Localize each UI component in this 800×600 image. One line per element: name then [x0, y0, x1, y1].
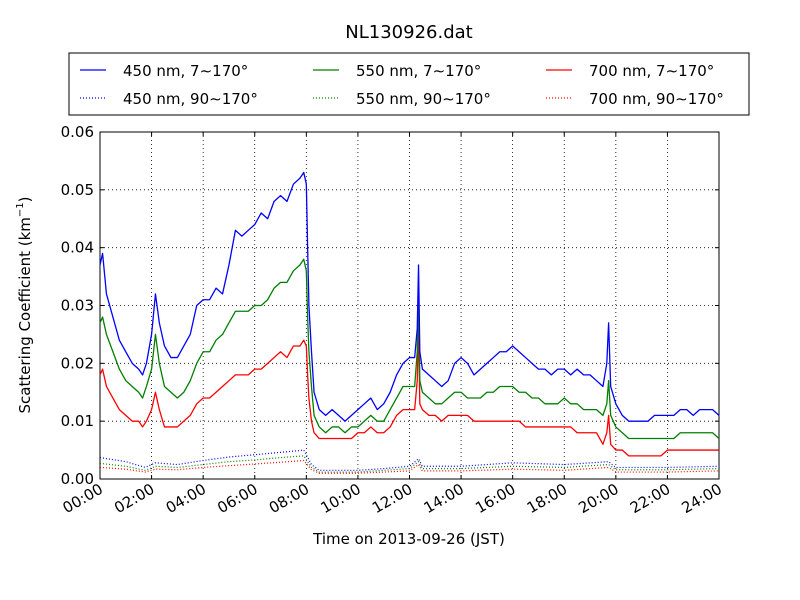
y-axis-label-close: )	[16, 196, 34, 202]
y-axis-label-main: Scattering Coefficient (km	[16, 217, 34, 413]
plot-area	[99, 131, 720, 480]
legend-box	[68, 52, 750, 116]
series-line-5	[99, 327, 719, 457]
y-axis-label: Scattering Coefficient (km−1)	[15, 196, 34, 413]
plot-frame	[99, 131, 720, 480]
x-axis-label: Time on 2013-09-26 (JST)	[312, 530, 505, 548]
y-axis-label-sup: −1	[15, 202, 26, 217]
y-tick-label: 0.03	[61, 297, 94, 315]
legend-label: 450 nm, 7∼170°	[123, 62, 248, 80]
y-tick-label: 0.05	[61, 181, 94, 199]
series-line-4	[99, 455, 720, 473]
y-tick-label: 0.02	[61, 354, 94, 372]
legend-label: 700 nm, 7∼170°	[589, 62, 714, 80]
series-line-3	[99, 258, 720, 440]
y-tick-labels: 0.00 0.01 0.02 0.03 0.04 0.05 0.06	[61, 123, 94, 488]
legend-label: 700 nm, 90∼170°	[589, 90, 724, 108]
series-lines	[99, 171, 720, 474]
legend: 450 nm, 7∼170° 550 nm, 7∼170° 700 nm, 7∼17…	[68, 52, 750, 116]
series-line-2	[99, 449, 720, 471]
y-tick-label: 0.01	[61, 412, 94, 430]
series-line-6	[99, 459, 720, 474]
series-line-1	[99, 171, 720, 422]
legend-label: 450 nm, 90∼170°	[123, 90, 258, 108]
y-tick-label: 0.00	[61, 470, 94, 488]
legend-label: 550 nm, 7∼170°	[356, 62, 481, 80]
axis-ticks	[99, 131, 720, 480]
legend-label: 550 nm, 90∼170°	[356, 90, 491, 108]
y-tick-label: 0.06	[61, 123, 94, 141]
y-tick-label: 0.04	[61, 239, 94, 257]
chart-title: NL130926.dat	[345, 22, 472, 43]
